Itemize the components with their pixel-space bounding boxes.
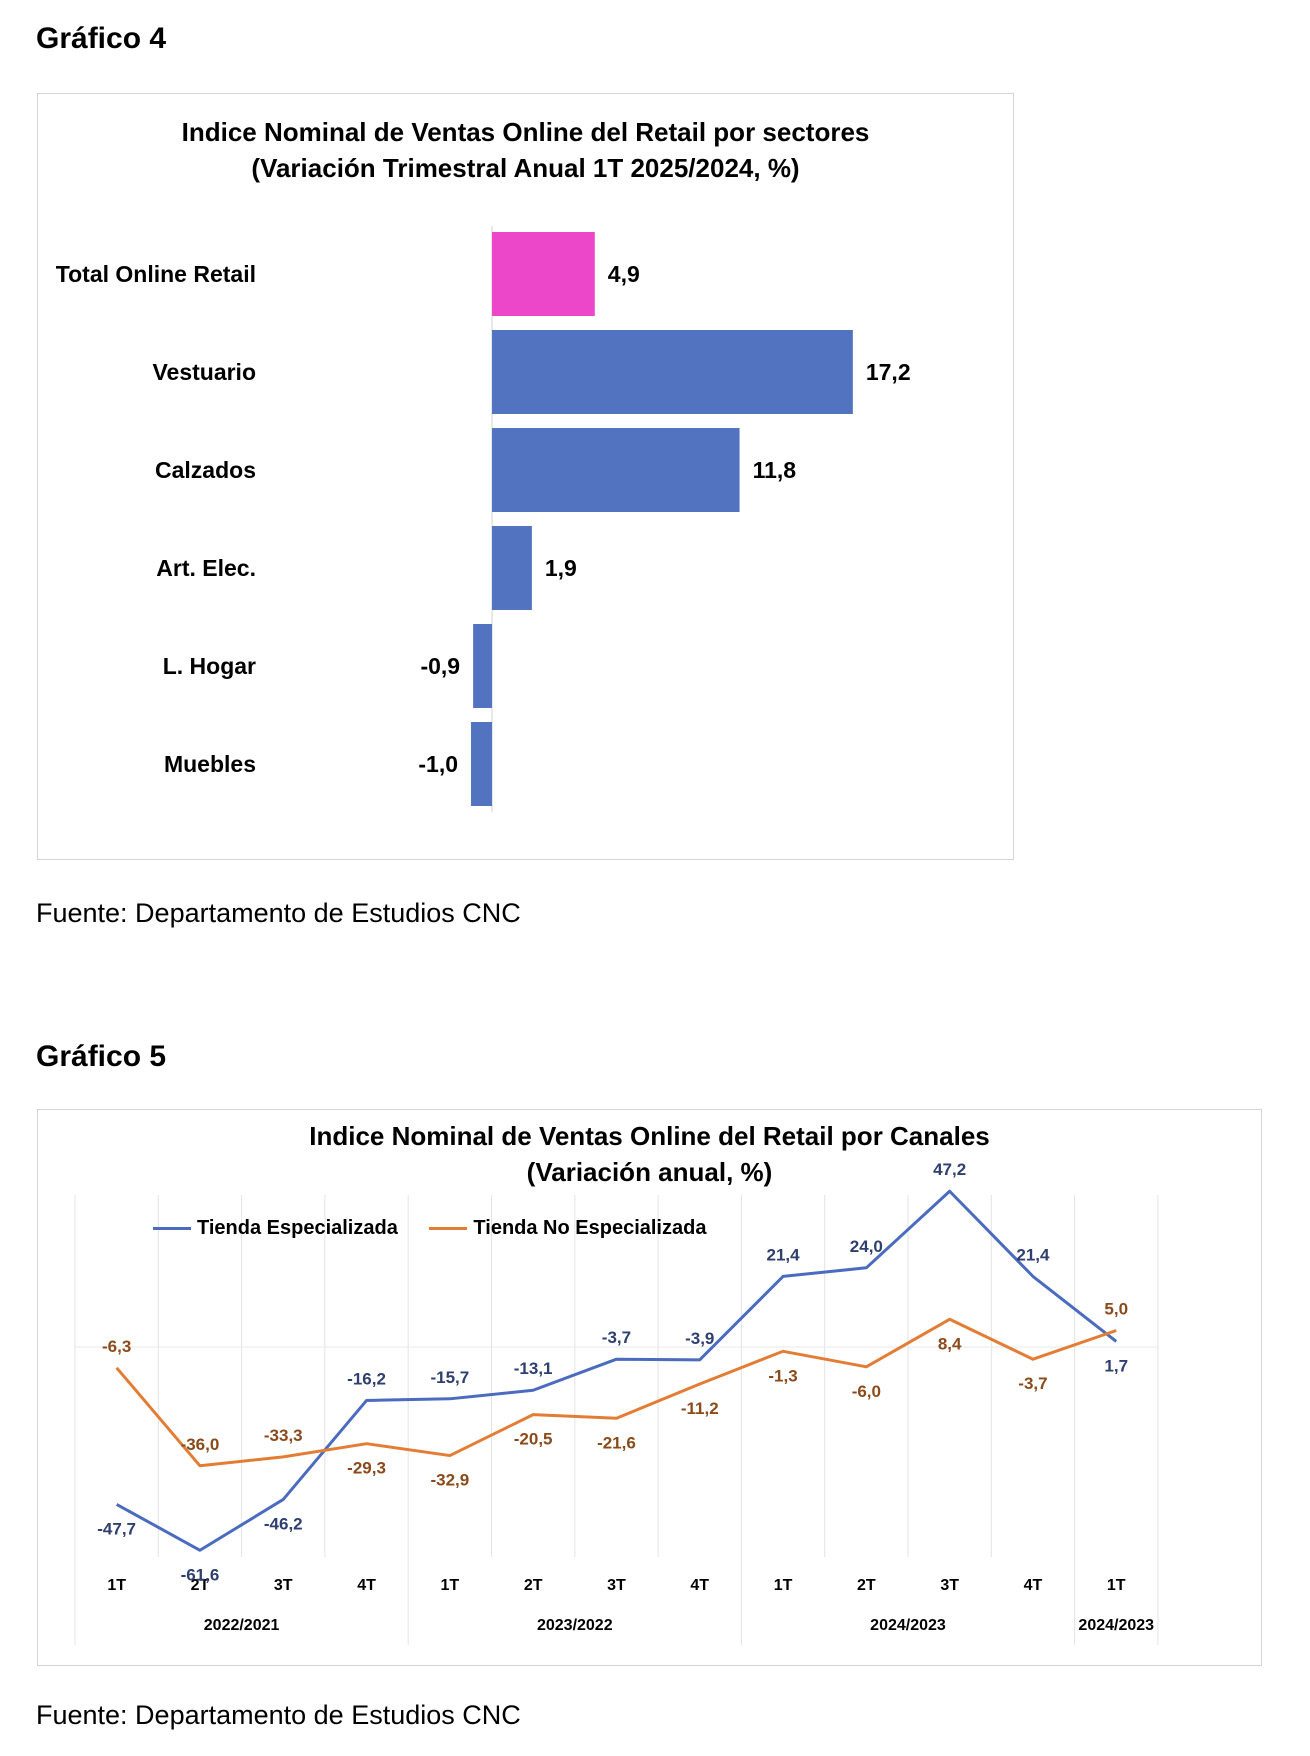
data-label-s1-3: -29,3 xyxy=(347,1459,386,1478)
data-label-s0-9: 24,0 xyxy=(850,1237,883,1256)
x-tick-label-5: 2T xyxy=(524,1577,543,1594)
chart4-heading: Gráfico 4 xyxy=(36,22,167,55)
data-label-s1-8: -1,3 xyxy=(768,1366,797,1385)
data-label-s1-2: -33,3 xyxy=(264,1426,303,1445)
x-tick-label-11: 4T xyxy=(1024,1577,1043,1594)
chart4-panel: Indice Nominal de Ventas Online del Reta… xyxy=(37,93,1014,860)
data-label-s0-12: 1,7 xyxy=(1104,1356,1128,1375)
bar-2 xyxy=(492,428,740,512)
chart5-source: Fuente: Departamento de Estudios CNC xyxy=(36,1700,521,1730)
value-label-4: -0,9 xyxy=(420,653,460,679)
legend-item-especializada: Tienda Especializada xyxy=(153,1217,398,1240)
x-tick-label-6: 3T xyxy=(607,1577,626,1594)
category-label-4: L. Hogar xyxy=(163,653,256,679)
legend-label-no-especializada: Tienda No Especializada xyxy=(473,1217,707,1239)
data-label-s1-1: -36,0 xyxy=(181,1435,220,1454)
legend-swatch-no-especializada xyxy=(429,1227,468,1230)
chart5-title-line1: Indice Nominal de Ventas Online del Reta… xyxy=(309,1121,990,1151)
data-label-s0-4: -15,7 xyxy=(430,1368,469,1387)
x-group-label-0: 2022/2021 xyxy=(204,1617,280,1634)
x-group-label-1: 2023/2022 xyxy=(537,1617,613,1634)
data-label-s1-9: -6,0 xyxy=(852,1382,881,1401)
x-tick-label-0: 1T xyxy=(107,1577,126,1594)
chart4-title-line1: Indice Nominal de Ventas Online del Reta… xyxy=(181,117,870,147)
bar-4 xyxy=(473,624,492,708)
x-tick-label-1: 2T xyxy=(191,1577,210,1594)
chart5-panel: Indice Nominal de Ventas Online del Reta… xyxy=(37,1109,1262,1666)
data-label-s0-2: -46,2 xyxy=(264,1514,303,1533)
category-label-0: Total Online Retail xyxy=(56,261,256,287)
chart5-legend: Tienda Especializada Tienda No Especiali… xyxy=(153,1213,732,1240)
data-label-s1-0: -6,3 xyxy=(102,1337,131,1356)
legend-item-no-especializada: Tienda No Especializada xyxy=(429,1217,706,1240)
data-label-s0-3: -16,2 xyxy=(347,1369,386,1388)
x-tick-label-4: 1T xyxy=(441,1577,460,1594)
chart4-title-line2: (Variación Trimestral Anual 1T 2025/2024… xyxy=(251,153,800,183)
data-label-s0-8: 21,4 xyxy=(767,1245,801,1264)
data-label-s1-12: 5,0 xyxy=(1104,1300,1128,1319)
value-label-5: -1,0 xyxy=(418,751,458,777)
x-tick-label-3: 4T xyxy=(357,1577,376,1594)
chart4-plot: Total Online Retail 4,9 Vestuario 17,2 Calza… xyxy=(56,226,911,812)
data-label-s0-0: -47,7 xyxy=(97,1519,136,1538)
bar-0 xyxy=(492,232,595,316)
value-label-3: 1,9 xyxy=(545,555,577,581)
chart4-title: Indice Nominal de Ventas Online del Reta… xyxy=(38,114,1013,186)
data-label-s0-10: 47,2 xyxy=(933,1160,966,1179)
x-tick-label-7: 4T xyxy=(690,1577,709,1594)
x-tick-label-2: 3T xyxy=(274,1577,293,1594)
value-label-2: 11,8 xyxy=(753,457,797,483)
data-label-s0-1: -61,6 xyxy=(181,1565,220,1584)
chart5-title: Indice Nominal de Ventas Online del Reta… xyxy=(38,1118,1261,1190)
x-group-label-2: 2024/2023 xyxy=(870,1617,946,1634)
category-label-5: Muebles xyxy=(164,751,256,777)
bar-3 xyxy=(492,526,532,610)
data-label-s1-10: 8,4 xyxy=(938,1334,962,1353)
x-tick-label-8: 1T xyxy=(774,1577,793,1594)
series-line-1 xyxy=(115,1317,1117,1468)
data-label-s0-7: -3,9 xyxy=(685,1329,714,1348)
bar-5 xyxy=(471,722,492,806)
category-label-1: Vestuario xyxy=(152,359,256,385)
data-label-s0-5: -13,1 xyxy=(514,1359,553,1378)
data-label-s0-6: -3,7 xyxy=(602,1328,631,1347)
legend-label-especializada: Tienda Especializada xyxy=(197,1217,398,1239)
x-tick-label-12: 1T xyxy=(1107,1577,1126,1594)
data-label-s1-11: -3,7 xyxy=(1018,1374,1047,1393)
x-group-label-3: 2024/2023 xyxy=(1078,1617,1154,1634)
data-label-s1-7: -11,2 xyxy=(681,1399,719,1418)
data-label-s1-4: -32,9 xyxy=(430,1471,469,1490)
chart5-title-line2: (Variación anual, %) xyxy=(526,1157,773,1187)
value-label-0: 4,9 xyxy=(608,261,640,287)
legend-swatch-especializada xyxy=(153,1227,191,1230)
value-label-1: 17,2 xyxy=(866,359,911,385)
category-label-3: Art. Elec. xyxy=(156,555,256,581)
data-label-s1-6: -21,6 xyxy=(597,1433,636,1452)
data-label-s1-5: -20,5 xyxy=(514,1430,553,1449)
x-tick-label-10: 3T xyxy=(940,1577,959,1594)
chart5-heading: Gráfico 5 xyxy=(36,1040,167,1073)
series-line-0 xyxy=(115,1189,1118,1552)
x-tick-label-9: 2T xyxy=(857,1577,876,1594)
category-label-2: Calzados xyxy=(155,457,256,483)
chart4-source: Fuente: Departamento de Estudios CNC xyxy=(36,898,521,928)
data-label-s0-11: 21,4 xyxy=(1016,1245,1050,1264)
bar-1 xyxy=(492,330,853,414)
chart5-plot: 1T 2T 3T 4T 1T 2T 3T 4T 1T 2T 3T 4T 1T 2022/2021 2023/… xyxy=(74,1160,1159,1645)
